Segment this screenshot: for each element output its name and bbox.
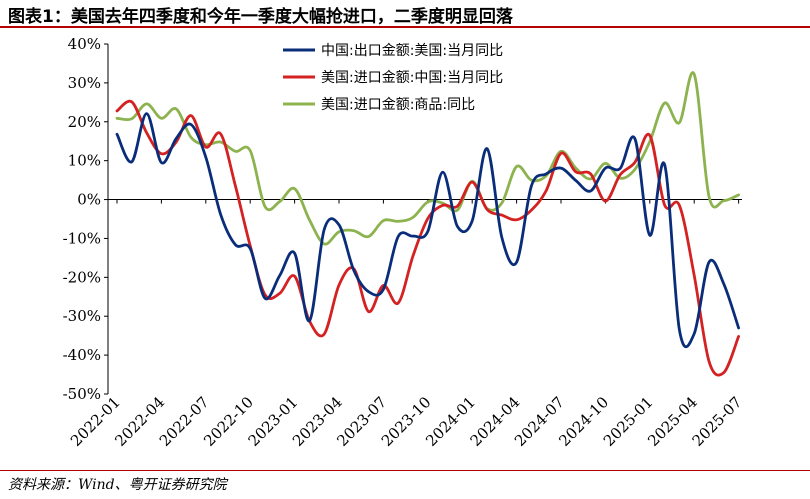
title-divider (0, 26, 810, 28)
y-tick-label: -40% (63, 346, 101, 364)
source-note: 资料来源：Wind、粤开证券研究院 (8, 477, 227, 493)
footer-divider (0, 470, 810, 471)
legend-label: 美国:进口金额:商品:同比 (321, 97, 475, 113)
y-tick-label: -20% (63, 268, 101, 286)
chart-title: 图表1：美国去年四季度和今年一季度大幅抢进口，二季度明显回落 (8, 7, 513, 27)
x-tick-label: 2025-07 (689, 393, 746, 450)
series-line-china-export-to-us (115, 112, 740, 348)
y-tick-label: -50% (63, 385, 101, 403)
series-layer (115, 71, 740, 377)
line-chart: 40% 30% 20% 10% 0% -10% -20% -30% -40% -50% 2022-… (63, 35, 746, 450)
y-tick-label: 30% (68, 74, 101, 92)
legend-label: 中国:出口金额:美国:当月同比 (321, 43, 503, 59)
y-tick-label: 40% (68, 35, 101, 53)
series-line-us-goods-import (115, 71, 740, 246)
legend-label: 美国:进口金额:中国:当月同比 (321, 70, 503, 86)
y-tick-label: 20% (68, 113, 101, 131)
x-axis: 2022-012022-042022-072022-102023-012023-… (67, 199, 746, 450)
y-tick-label: 0% (77, 191, 101, 209)
y-tick-label: -30% (63, 307, 101, 325)
y-tick-label: 10% (68, 152, 101, 170)
series-line-us-import-from-china (115, 99, 740, 377)
y-tick-label: -10% (63, 229, 101, 247)
y-axis: 40% 30% 20% 10% 0% -10% -20% -30% -40% -50% (63, 35, 109, 403)
legend: 中国:出口金额:美国:当月同比美国:进口金额:中国:当月同比美国:进口金额:商品… (283, 43, 503, 113)
